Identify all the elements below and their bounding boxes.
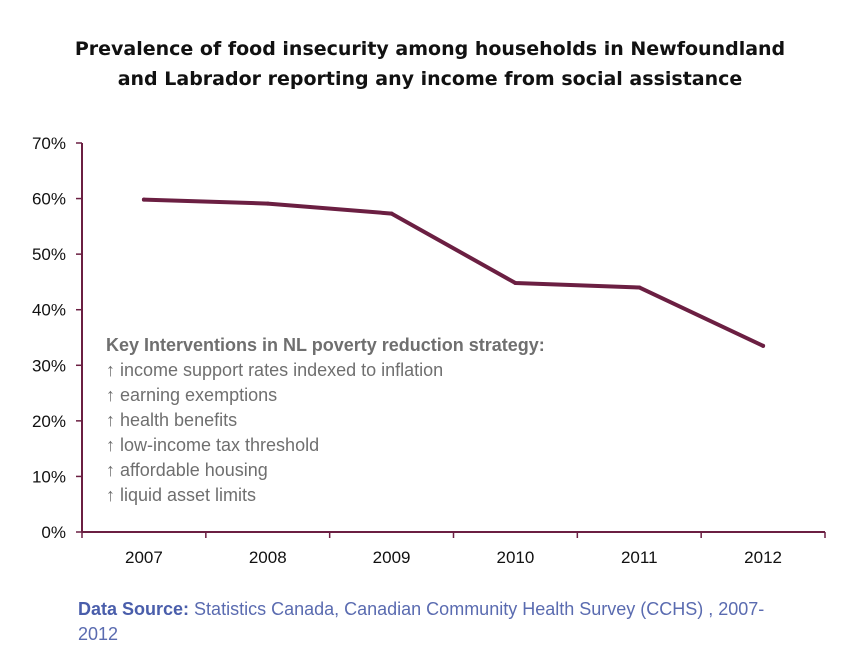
data-point-2011 [637, 285, 642, 290]
series-layer [141, 197, 766, 348]
data-source: Data Source: Statistics Canada, Canadian… [78, 597, 778, 647]
annotation-item: ↑ low-income tax threshold [106, 435, 320, 455]
y-tick-label: 20% [32, 412, 66, 431]
x-tick-label: 2012 [744, 548, 782, 567]
series-line [141, 197, 766, 348]
y-tick-label: 30% [32, 356, 66, 375]
annotation-item: ↑ earning exemptions [106, 385, 278, 405]
data-point-2012 [761, 343, 766, 348]
data-point-2009 [389, 211, 394, 216]
y-tick-label: 40% [32, 301, 66, 320]
x-tick-label: 2007 [125, 548, 163, 567]
data-point-2007 [141, 197, 146, 202]
y-axis: 0% 10% 20% 30% 40% 50% 60% 70% [32, 134, 83, 542]
annotation-title: Key Interventions in NL poverty reductio… [106, 335, 545, 355]
annotation-item: ↑ income support rates indexed to inflat… [106, 360, 444, 380]
annotation-item: ↑ affordable housing [106, 460, 268, 480]
x-tick-label: 2008 [249, 548, 287, 567]
x-tick-label: 2009 [373, 548, 411, 567]
y-tick-label: 10% [32, 467, 66, 486]
y-tick-label: 70% [32, 134, 66, 153]
y-tick-label: 60% [32, 190, 66, 209]
annotation-item: ↑ liquid asset limits [106, 485, 257, 505]
interventions-annotation: Key Interventions in NL poverty reductio… [106, 333, 545, 508]
y-tick-label: 50% [32, 245, 66, 264]
data-source-text: Statistics Canada, Canadian Community He… [78, 599, 765, 644]
data-point-2008 [265, 201, 270, 206]
data-point-2010 [513, 281, 518, 286]
annotation-item: ↑ health benefits [106, 410, 238, 430]
data-source-label: Data Source: [78, 599, 190, 619]
x-axis: 2007 2008 2009 2010 2011 2012 [81, 531, 826, 567]
x-tick-label: 2010 [497, 548, 535, 567]
y-tick-label: 0% [41, 523, 66, 542]
x-tick-label: 2011 [621, 548, 658, 567]
chart-title: Prevalence of food insecurity among hous… [74, 38, 786, 90]
